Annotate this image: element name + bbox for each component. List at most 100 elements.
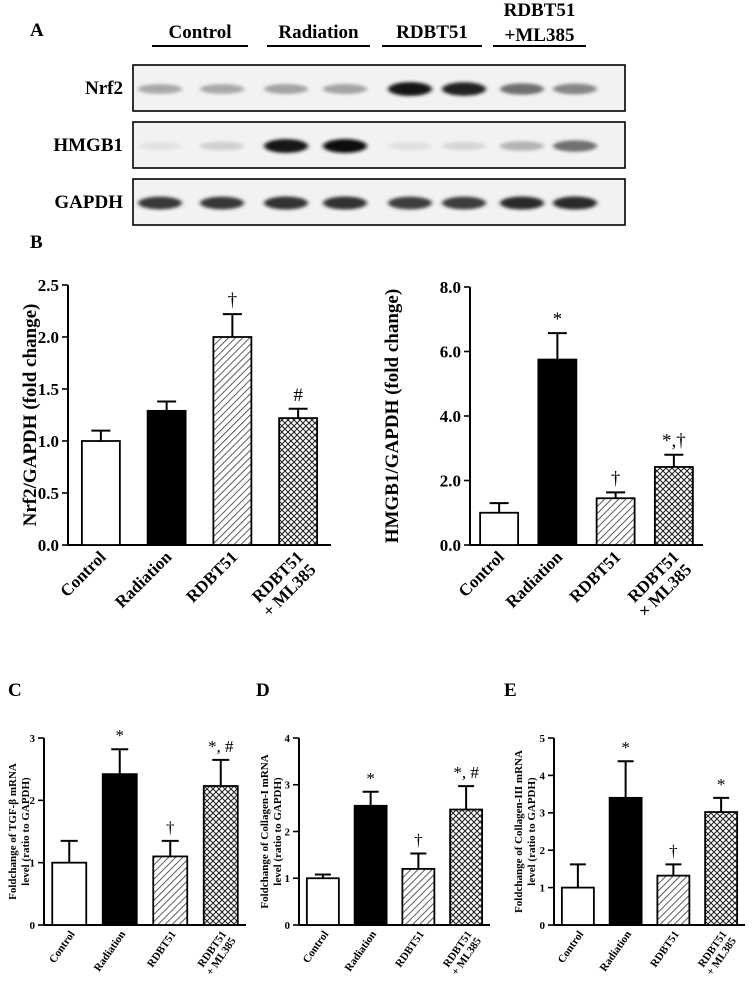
y-tick-label: 0 <box>285 920 291 932</box>
significance-mark: * <box>116 726 125 745</box>
category-label: RDBT51+ ML385 <box>440 928 484 977</box>
chart-d: 0 1 2 3 4 Foldchange of Collagen-I mRNA level … <box>259 733 490 978</box>
western-blot: Control Radiation RDBT51 RDBT51 +ML385 Nrf2 HM… <box>53 0 626 226</box>
y-axis-label: Foldchange of Collagen-III mRNA <box>513 750 525 913</box>
chart-c: 0 1 2 3 Foldchange of TGF-β mRNA level (ratio… <box>7 726 246 978</box>
significance-mark: *, # <box>208 737 234 756</box>
y-axis-label: level (ratio to GAPDH) <box>272 777 284 886</box>
blot-group-label: Control <box>169 22 232 43</box>
y-tick-label: 4 <box>540 770 546 782</box>
category-label-line: Control <box>56 547 109 600</box>
category-label-line: RDBT51 <box>145 929 179 970</box>
chart-b-right: 0.0 2.0 4.0 6.0 8.0 HMGB1/GAPDH (fold change)… <box>382 278 703 621</box>
y-tick-label: 1.0 <box>38 432 59 451</box>
category-label: Radiation <box>111 547 176 612</box>
category-label: RDBT51 <box>566 547 625 606</box>
category-label-line: Radiation <box>598 929 634 974</box>
category-label-line: RDBT51 <box>393 929 427 970</box>
bar <box>202 785 239 926</box>
y-tick-label: 2.0 <box>38 328 59 347</box>
y-tick-label: 2 <box>540 845 546 857</box>
blot-band <box>388 141 432 151</box>
blot-band <box>553 196 597 210</box>
bar <box>80 440 121 546</box>
category-label-line: Radiation <box>343 929 379 974</box>
blot-row-label: GAPDH <box>54 192 123 213</box>
y-axis-label: HMGB1/GAPDH (fold change) <box>382 289 403 543</box>
bar <box>537 358 578 546</box>
y-axis-label: level (ratio to GAPDH) <box>526 777 538 886</box>
category-label-line: Control <box>455 547 508 600</box>
panel-label-b: B <box>30 232 43 253</box>
y-tick-label: 1.5 <box>38 380 59 399</box>
significance-mark: * <box>366 769 375 788</box>
chart-b-left: 0.0 0.5 1.0 1.5 2.0 2.5 Nrf2/GAPDH (fold chang… <box>20 276 331 621</box>
panel-label-c: C <box>8 680 22 701</box>
category-label: RDBT51 <box>145 929 179 970</box>
bar <box>101 773 138 926</box>
blot-band <box>138 141 182 151</box>
category-label-line: RDBT51 <box>182 547 241 606</box>
category-label: RDBT51 <box>648 929 682 970</box>
y-tick-label: 0.0 <box>440 536 461 555</box>
significance-mark: * <box>553 309 563 330</box>
category-label: Control <box>556 929 587 966</box>
y-tick-label: 1 <box>30 858 36 870</box>
category-label: RDBT51+ ML385 <box>246 547 319 620</box>
blot-band <box>200 84 244 94</box>
bar <box>653 466 694 546</box>
category-label: Radiation <box>92 929 128 974</box>
y-tick-label: 2.0 <box>440 471 461 490</box>
blot-band <box>200 141 244 151</box>
y-tick-label: 4.0 <box>440 407 461 426</box>
category-label: Control <box>301 929 332 966</box>
y-tick-label: 0 <box>30 920 36 932</box>
significance-mark: * <box>717 775 726 794</box>
blot-group-label: RDBT51 <box>396 22 468 43</box>
y-tick-label: 2.5 <box>38 276 59 295</box>
bar <box>479 511 520 546</box>
panel-label-e: E <box>504 680 517 701</box>
y-axis-label: Nrf2/GAPDH (fold change) <box>20 304 41 527</box>
significance-mark: † <box>228 290 238 311</box>
bar <box>656 874 691 926</box>
bar <box>353 804 388 926</box>
blot-band <box>138 84 182 94</box>
significance-mark: † <box>669 841 678 860</box>
y-tick-label: 0 <box>540 920 546 932</box>
category-label: Control <box>47 929 78 966</box>
blot-band <box>442 196 486 210</box>
bar <box>146 409 187 546</box>
blot-band <box>264 84 308 94</box>
category-label: RDBT51 <box>182 547 241 606</box>
bar <box>449 808 484 926</box>
y-tick-label: 3 <box>30 733 36 745</box>
bar-charts: 0.0 0.5 1.0 1.5 2.0 2.5 Nrf2/GAPDH (fold chang… <box>7 276 745 978</box>
bar <box>212 336 253 546</box>
bar <box>704 811 739 926</box>
blot-band <box>442 82 486 96</box>
bar <box>278 417 319 546</box>
category-label: RDBT51 <box>393 929 427 970</box>
significance-mark: # <box>293 385 303 406</box>
significance-mark: *,† <box>662 431 686 452</box>
y-tick-label: 1 <box>540 882 546 894</box>
category-label: RDBT51+ ML385 <box>695 928 739 977</box>
significance-mark: † <box>414 830 423 849</box>
category-label-line: RDBT51 <box>648 929 682 970</box>
category-label-line: Radiation <box>502 547 567 612</box>
blot-band <box>264 139 308 153</box>
blot-band <box>323 84 367 94</box>
blot-band <box>553 83 597 95</box>
significance-mark: † <box>166 818 175 837</box>
blot-band <box>500 83 544 95</box>
category-label: RDBT51+ ML385 <box>195 928 239 977</box>
category-label-line: Control <box>47 929 78 966</box>
category-label-line: Radiation <box>111 547 176 612</box>
y-tick-label: 2 <box>30 795 36 807</box>
blot-group-label: +ML385 <box>505 25 575 46</box>
bar <box>401 868 436 926</box>
blot-band <box>138 196 182 210</box>
bar <box>595 497 636 546</box>
y-tick-label: 8.0 <box>440 278 461 297</box>
